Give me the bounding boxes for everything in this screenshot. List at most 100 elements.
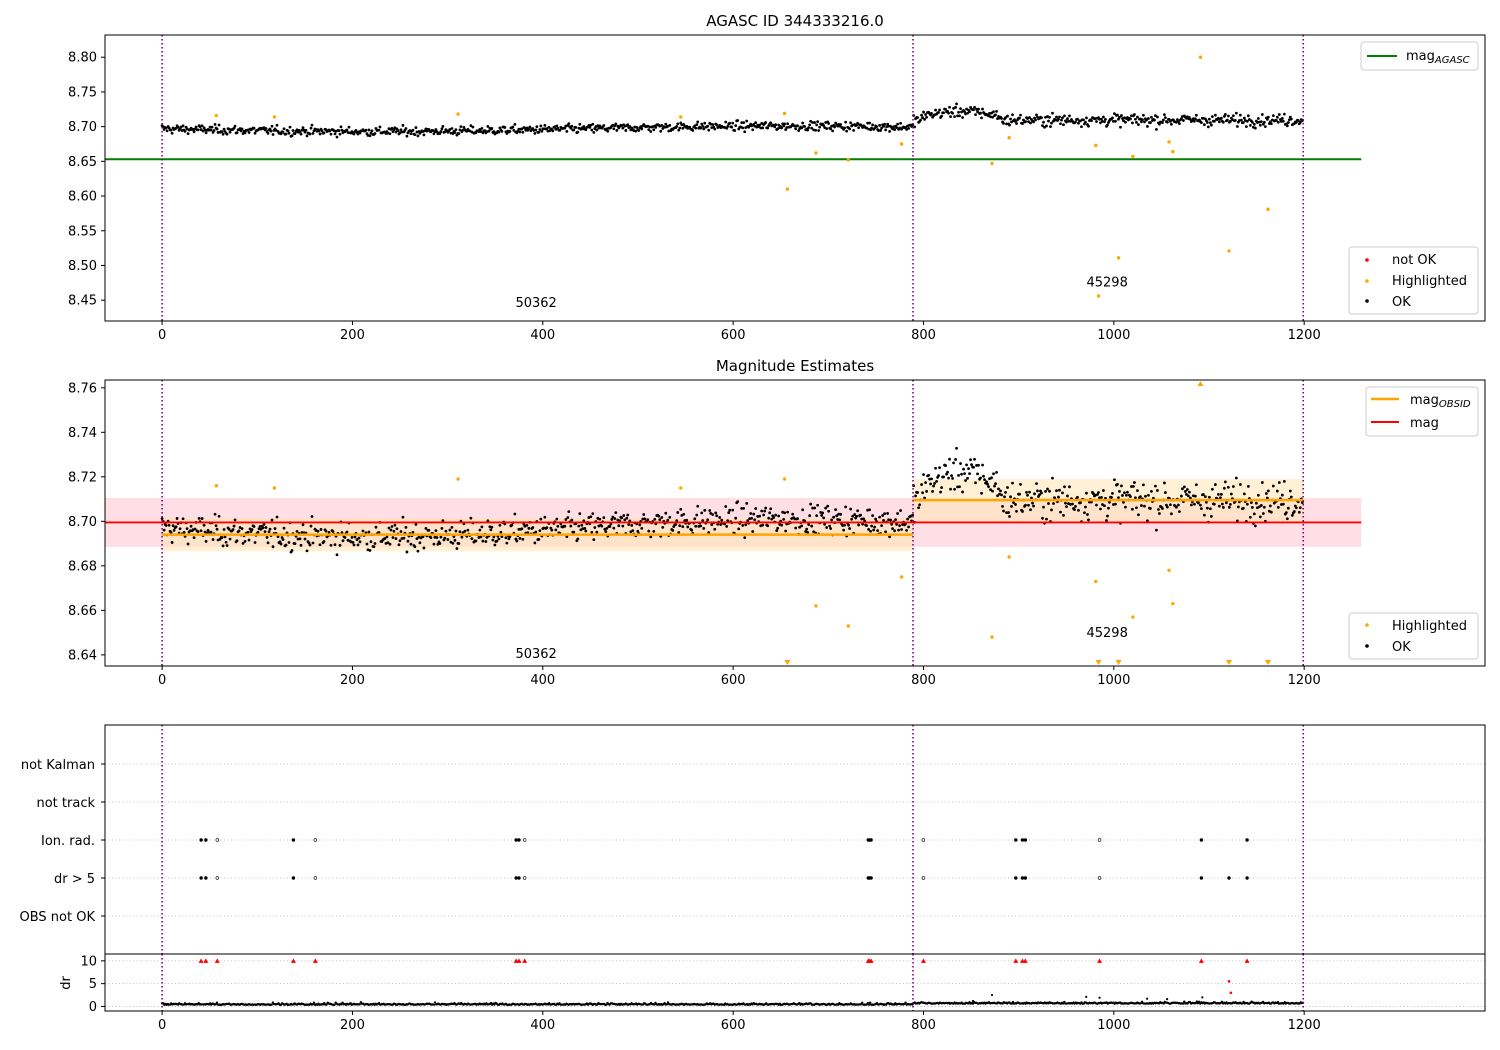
ok-point	[728, 508, 732, 512]
ok-point	[208, 125, 212, 129]
ok-point	[1134, 496, 1137, 500]
ok-point	[814, 128, 818, 132]
ok-point	[220, 536, 224, 539]
ok-point	[1202, 123, 1206, 127]
x-tick-label: 1000	[1097, 1018, 1130, 1033]
magnitude-estimates-panel: Magnitude Estimates 50362 45298 0 200 400 600…	[68, 357, 1486, 688]
ok-point	[220, 130, 224, 134]
ok-point	[301, 126, 305, 130]
legend-label-not-ok: not OK	[1392, 253, 1437, 268]
ok-point	[512, 128, 516, 132]
ok-point	[480, 126, 484, 130]
ok-point	[479, 535, 483, 539]
ok-point	[1147, 117, 1150, 120]
ok-point	[1032, 120, 1035, 124]
ok-point	[1122, 119, 1125, 123]
ok-point	[750, 124, 754, 128]
ok-point	[859, 513, 863, 517]
ok-point	[731, 508, 735, 512]
ok-point	[1073, 508, 1076, 511]
ok-point	[1296, 119, 1300, 122]
ok-point	[815, 514, 819, 518]
ok-point	[839, 512, 843, 516]
ok-point	[304, 128, 308, 132]
ok-point	[1208, 121, 1212, 125]
ok-point	[247, 131, 251, 134]
ok-point	[213, 512, 217, 516]
ok-point	[1058, 115, 1061, 119]
ok-point	[181, 124, 185, 128]
highlighted-point	[272, 115, 277, 119]
ok-point	[960, 472, 963, 476]
ok-point	[1205, 121, 1209, 124]
ok-point	[1298, 506, 1302, 510]
ok-point	[543, 515, 547, 519]
ok-point	[1263, 125, 1267, 129]
ok-point	[470, 537, 474, 541]
ok-point	[345, 530, 349, 534]
ok-point	[583, 526, 587, 530]
ok-point	[539, 517, 543, 521]
ok-point	[388, 542, 392, 546]
ok-point	[956, 485, 959, 489]
ok-point	[844, 120, 848, 124]
ok-point	[753, 518, 757, 522]
legend-mag-lines: magOBSID mag	[1365, 386, 1479, 437]
ok-point	[942, 111, 945, 115]
ok-point	[369, 131, 373, 135]
ok-point	[1294, 506, 1298, 510]
ok-point	[1202, 513, 1206, 517]
ok-point	[1194, 483, 1198, 487]
ok-point	[281, 538, 285, 541]
ok-point	[1281, 119, 1285, 123]
ok-point	[1029, 508, 1032, 512]
ok-point	[1048, 489, 1051, 493]
ok-point	[204, 131, 208, 135]
ok-point	[857, 126, 861, 130]
ok-point	[293, 542, 297, 545]
ok-point	[1076, 495, 1079, 499]
ok-point	[574, 125, 578, 129]
ok-point	[1118, 490, 1121, 493]
ok-point	[839, 123, 843, 126]
ok-point	[1040, 491, 1043, 495]
highlighted-point	[990, 635, 994, 639]
dr-capped-marker	[1013, 958, 1019, 963]
ok-point	[498, 126, 502, 130]
ok-point	[1199, 507, 1203, 511]
ok-point	[994, 482, 997, 486]
ok-point	[947, 476, 950, 480]
ok-point	[322, 540, 326, 543]
ok-point	[1178, 510, 1181, 514]
ok-point	[367, 530, 371, 534]
ok-point	[763, 509, 767, 513]
ok-point	[1117, 496, 1120, 500]
ok-point	[521, 130, 525, 134]
ok-point	[991, 115, 994, 119]
ok-point	[1133, 481, 1136, 484]
legend-label-highlighted: Highlighted	[1392, 274, 1467, 289]
ok-point	[1155, 528, 1158, 532]
ok-point	[243, 540, 247, 543]
ok-point	[618, 519, 622, 523]
ok-point	[849, 121, 853, 125]
ok-point	[736, 500, 740, 504]
ok-point	[305, 134, 309, 138]
ok-point	[806, 531, 810, 534]
ok-point	[351, 540, 355, 544]
ok-point	[564, 518, 568, 521]
ok-point	[852, 128, 856, 132]
ok-point	[961, 116, 964, 119]
ok-point	[281, 130, 285, 134]
ok-point	[554, 528, 558, 532]
dr-point	[333, 1003, 336, 1006]
ok-point	[469, 516, 473, 520]
ok-point	[1120, 114, 1123, 117]
ok-point	[600, 524, 604, 528]
ok-point	[1014, 503, 1017, 506]
dr-not-ok-point	[1227, 980, 1231, 983]
dr-point	[868, 1001, 872, 1004]
legend-label-ok: OK	[1392, 640, 1411, 655]
ok-point	[343, 536, 347, 539]
ok-point	[1294, 121, 1298, 124]
